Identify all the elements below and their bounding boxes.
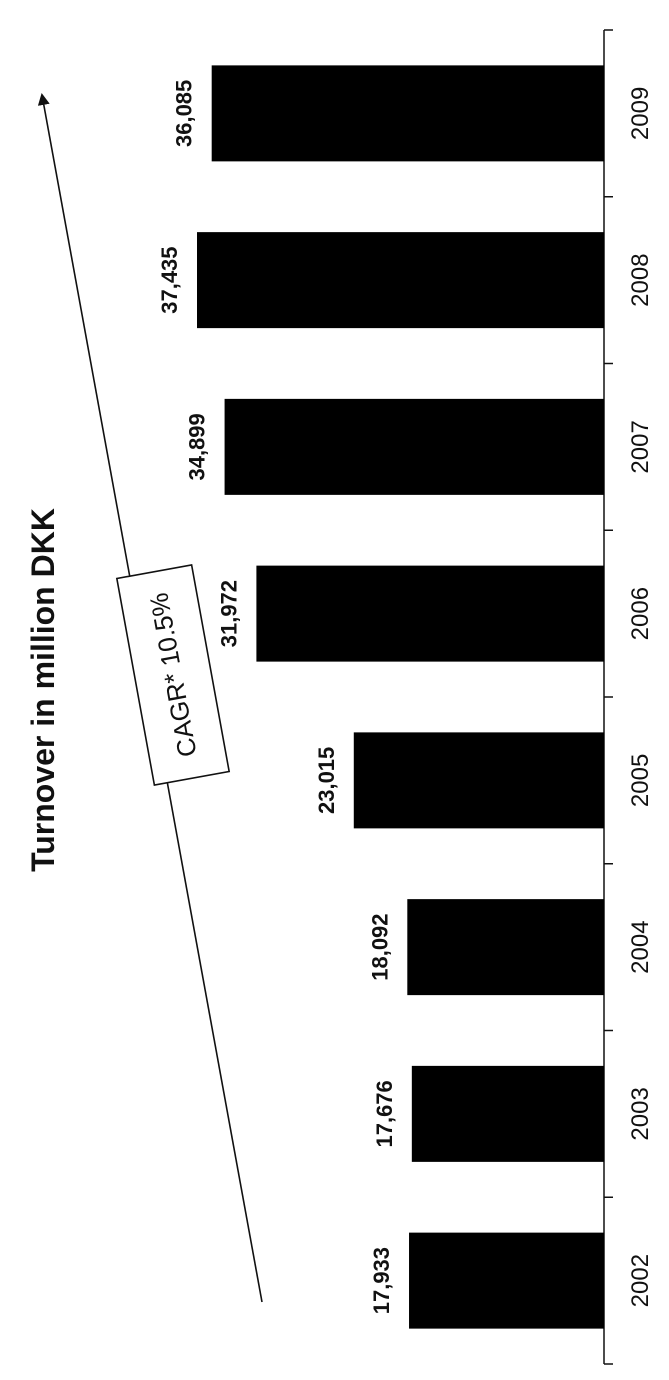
- value-label-2003: 17,676: [372, 1080, 397, 1147]
- bar-2005: [353, 732, 604, 829]
- value-label-2009: 36,085: [172, 80, 197, 147]
- bar-2004: [407, 899, 604, 996]
- bars-group: [197, 65, 605, 1329]
- bar-2002: [409, 1232, 604, 1329]
- value-label-2008: 37,435: [157, 246, 182, 313]
- category-label-2002: 2002: [627, 1254, 654, 1307]
- bar-2008: [197, 232, 604, 329]
- category-label-2009: 2009: [627, 87, 654, 140]
- category-label-2007: 2007: [627, 420, 654, 473]
- cagr-annotation: CAGR* 10.5%: [37, 93, 263, 1303]
- value-label-2005: 23,015: [314, 747, 339, 814]
- category-label-2003: 2003: [627, 1087, 654, 1140]
- value-label-2006: 31,972: [216, 580, 241, 647]
- category-labels-group: 2002 2003 2004 2005 2006 2007 2008 2009: [627, 87, 654, 1308]
- category-label-2006: 2006: [627, 587, 654, 640]
- category-axis: [603, 29, 613, 1365]
- value-label-2004: 18,092: [367, 913, 392, 980]
- value-labels-group: 17,933 17,676 18,092 23,015 31,972 34,899 37,4…: [157, 80, 397, 1315]
- bar-2006: [256, 565, 604, 662]
- category-label-2004: 2004: [627, 920, 654, 973]
- cagr-label-box: CAGR* 10.5%: [115, 563, 231, 787]
- category-label-2008: 2008: [627, 253, 654, 306]
- value-label-2007: 34,899: [185, 413, 210, 480]
- bar-2009: [211, 65, 604, 162]
- category-label-2005: 2005: [627, 754, 654, 807]
- bar-2003: [411, 1065, 604, 1162]
- value-label-2002: 17,933: [369, 1247, 394, 1314]
- chart-title: Turnover in million DKK: [25, 508, 61, 872]
- bar-2007: [224, 398, 605, 495]
